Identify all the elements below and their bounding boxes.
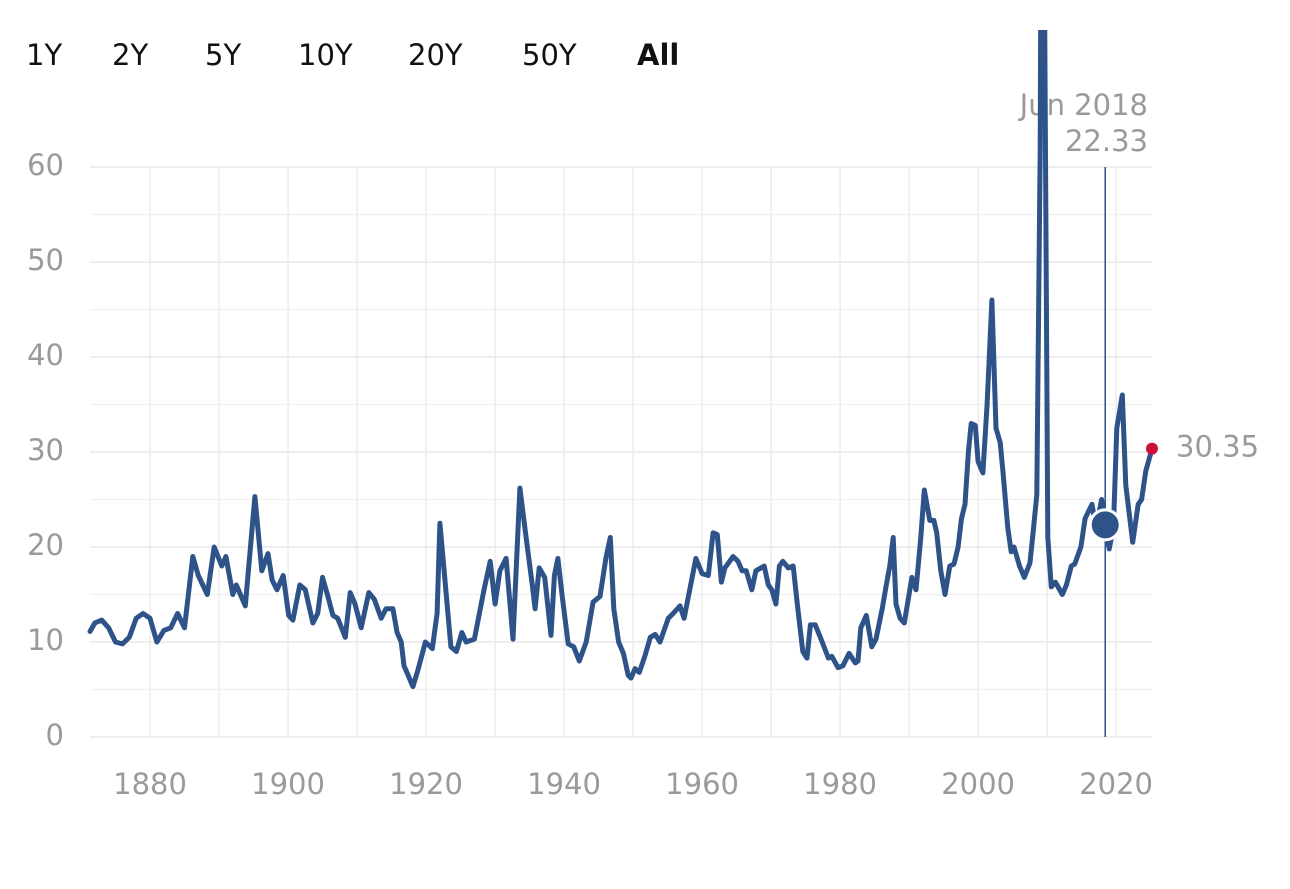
range-button[interactable]: 50Y: [522, 38, 577, 72]
y-tick-label: 20: [27, 528, 64, 562]
x-tick-label: 1900: [251, 767, 325, 801]
x-tick-label: 1960: [665, 767, 739, 801]
y-tick-label: 50: [27, 243, 64, 277]
last-value-label: 30.35: [1176, 430, 1259, 464]
highlight-marker: [1088, 508, 1122, 542]
line-series: [87, 30, 1155, 690]
range-button[interactable]: 5Y: [205, 38, 241, 72]
range-button[interactable]: 10Y: [298, 38, 353, 72]
tooltip-date: Jun 2018: [1018, 88, 1148, 122]
y-tick-label: 30: [27, 433, 64, 467]
range-buttons: 1Y 2Y 5Y 10Y 20Y 50Y All: [26, 38, 679, 72]
y-tick-label: 0: [46, 718, 64, 752]
x-tick-label: 1880: [113, 767, 187, 801]
last-point: [1146, 442, 1158, 455]
marks: [87, 30, 1155, 690]
x-tick-label: 2020: [1079, 767, 1153, 801]
x-tick-label: 2000: [941, 767, 1015, 801]
x-tick-label: 1980: [803, 767, 877, 801]
overlay: 30.35: [1088, 430, 1259, 542]
range-button[interactable]: 1Y: [26, 38, 62, 72]
x-tick-label: 1920: [389, 767, 463, 801]
tooltip-value: 22.33: [1065, 124, 1148, 158]
y-tick-label: 60: [27, 148, 64, 182]
y-tick-label: 40: [27, 338, 64, 372]
range-button[interactable]: 2Y: [112, 38, 148, 72]
x-tick-label: 1940: [527, 767, 601, 801]
y-tick-label: 10: [27, 623, 64, 657]
grid: [90, 166, 1152, 738]
range-button[interactable]: All: [637, 38, 679, 72]
axes: 0 10 20 30 40 50 60 1880 1900 1920 1940 1960 1980 200…: [27, 148, 1153, 801]
range-button[interactable]: 20Y: [408, 38, 463, 72]
